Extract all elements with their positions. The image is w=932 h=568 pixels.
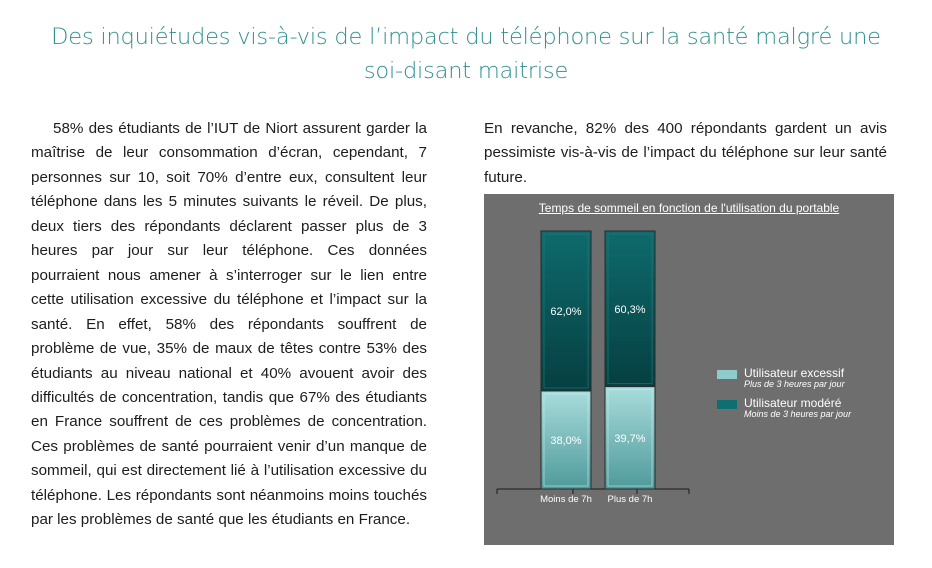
bar-inner-0-0	[543, 393, 589, 487]
x-tick-label: Plus de 7h	[608, 494, 653, 505]
bar-inner-1-1	[607, 233, 653, 385]
chart-title: Temps de sommeil en fonction de l'utilis…	[538, 201, 840, 215]
legend-sub-excessif: Plus de 3 heures par jour	[744, 379, 845, 389]
data-label: 39,7%	[614, 433, 645, 445]
data-label: 60,3%	[614, 304, 645, 316]
legend-sub-modere: Moins de 3 heures par jour	[744, 409, 852, 419]
bar-inner-1-0	[543, 233, 589, 389]
page-title: Des inquiétudes vis-à-vis de l’impact du…	[51, 24, 881, 84]
bar-excessif-1	[604, 386, 656, 490]
bar-excessif-0	[540, 390, 592, 490]
right-paragraph: En revanche, 82% des 400 répondants gard…	[484, 120, 887, 186]
data-label: 38,0%	[550, 435, 581, 447]
legend-swatch-modere	[717, 400, 737, 409]
bar-inner-0-1	[607, 389, 653, 487]
legend-label-modere: Utilisateur modéré	[744, 396, 842, 410]
x-tick-label: Moins de 7h	[540, 494, 592, 505]
chart-plot: 38,0% 62,0% Moins de 7h 39,7% 60,3% Plus de 7…	[496, 230, 690, 505]
data-label: 62,0%	[550, 306, 581, 318]
chart: Temps de sommeil en fonction de l'utilis…	[484, 194, 894, 545]
bar-modere-0	[540, 230, 592, 392]
left-paragraph: 58% des étudiants de l’IUT de Niort assu…	[31, 120, 427, 529]
bar-modere-1	[604, 230, 656, 388]
legend-label-excessif: Utilisateur excessif	[744, 366, 845, 380]
legend-swatch-excessif	[717, 370, 737, 379]
